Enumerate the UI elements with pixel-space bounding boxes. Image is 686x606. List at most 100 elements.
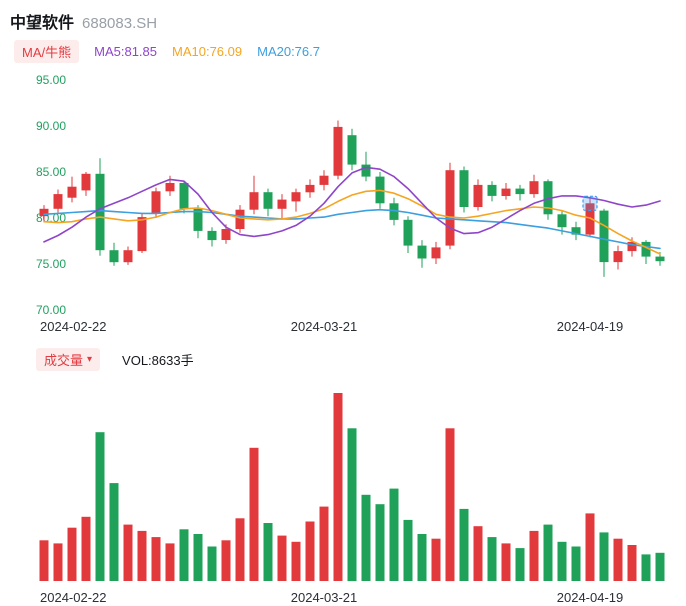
ma-mode-badge[interactable]: MA/牛熊 — [14, 40, 80, 63]
stock-name: 中望软件 — [10, 15, 75, 32]
candle[interactable] — [487, 181, 497, 202]
volume-bar — [445, 428, 455, 582]
volume-bar — [95, 432, 105, 581]
candle-body — [333, 126, 343, 176]
volume-bar — [487, 537, 497, 581]
ma10-value: MA10:76.09 — [172, 44, 243, 59]
volume-bar — [347, 428, 357, 582]
candle[interactable] — [543, 179, 553, 220]
candle[interactable] — [95, 158, 105, 256]
candle-body — [473, 184, 483, 207]
candle-body — [655, 256, 665, 262]
candle[interactable] — [319, 170, 329, 191]
volume-bar — [543, 524, 553, 581]
candle[interactable] — [515, 184, 525, 201]
candle[interactable] — [81, 172, 91, 196]
candle[interactable] — [291, 188, 301, 212]
candle-body — [501, 188, 511, 196]
volume-bar — [165, 543, 175, 581]
candle[interactable] — [333, 120, 343, 180]
candle[interactable] — [109, 242, 119, 266]
candle[interactable] — [123, 246, 133, 265]
candle-body — [557, 214, 567, 228]
volume-bar — [585, 513, 595, 581]
volume-bar — [361, 494, 371, 581]
x-axis-label: 2024-02-22 — [40, 319, 107, 334]
candle[interactable] — [641, 240, 651, 264]
y-axis-label: 90.00 — [36, 119, 66, 133]
volume-bar — [529, 530, 539, 581]
candle[interactable] — [67, 176, 77, 203]
candle[interactable] — [613, 245, 623, 270]
volume-bar — [403, 519, 413, 581]
volume-bar — [263, 523, 273, 581]
candle[interactable] — [249, 175, 259, 215]
ma20-value: MA20:76.7 — [257, 44, 320, 59]
candle[interactable] — [403, 216, 413, 253]
candle[interactable] — [445, 162, 455, 250]
volume-bar — [137, 530, 147, 581]
candle[interactable] — [459, 166, 469, 213]
x-axis-label: 2024-03-21 — [290, 319, 358, 334]
candle[interactable] — [53, 189, 63, 213]
candle-body — [529, 181, 539, 195]
candle[interactable] — [305, 179, 315, 198]
candle-body — [389, 203, 399, 220]
candle[interactable] — [473, 179, 483, 211]
candle[interactable] — [361, 151, 371, 182]
volume-bar — [249, 447, 259, 581]
chevron-down-icon: ▾ — [87, 353, 93, 365]
volume-bar — [39, 540, 49, 581]
volume-x-axis: 2024-02-22 2024-03-21 2024-04-19 — [0, 587, 686, 606]
volume-bar — [277, 535, 287, 581]
candle[interactable] — [235, 205, 245, 233]
volume-bar — [473, 526, 483, 581]
volume-bar — [613, 538, 623, 581]
candle[interactable] — [277, 194, 287, 218]
candle[interactable] — [389, 197, 399, 226]
selection-marker[interactable] — [582, 195, 598, 211]
volume-type-badge[interactable]: 成交量 ▾ — [36, 348, 101, 371]
volume-bar — [109, 483, 119, 581]
volume-bar — [515, 548, 525, 581]
candle-body — [39, 208, 49, 217]
candle[interactable] — [417, 240, 427, 268]
candle-body — [487, 184, 497, 196]
header: 中望软件 688083.SH — [0, 0, 686, 33]
volume-bar — [291, 541, 301, 581]
x-axis-label: 2024-04-19 — [556, 319, 624, 334]
volume-bar — [599, 532, 609, 581]
candle[interactable] — [599, 208, 609, 277]
volume-bar — [193, 534, 203, 581]
y-axis-label: 95.00 — [36, 73, 66, 87]
volume-chart[interactable] — [0, 377, 686, 587]
y-axis-label: 70.00 — [36, 303, 66, 316]
candle[interactable] — [207, 227, 217, 247]
candle-body — [193, 208, 203, 231]
candle[interactable] — [501, 183, 511, 200]
volume-bar — [431, 538, 441, 581]
stock-code: 688083.SH — [82, 15, 158, 32]
volume-bar — [375, 504, 385, 581]
candle[interactable] — [263, 188, 273, 217]
candle[interactable] — [193, 205, 203, 239]
candle-body — [123, 250, 133, 263]
volume-bar — [571, 546, 581, 581]
candle[interactable] — [347, 128, 357, 171]
y-axis-label: 75.00 — [36, 257, 66, 271]
volume-bar — [459, 508, 469, 581]
candle-body — [613, 251, 623, 263]
candle[interactable] — [571, 221, 581, 241]
candle-body — [165, 183, 175, 192]
candle-body — [67, 186, 77, 198]
candle-body — [305, 184, 315, 193]
candle[interactable] — [529, 174, 539, 198]
candle[interactable] — [39, 205, 49, 222]
candle-body — [235, 209, 245, 229]
candle[interactable] — [431, 241, 441, 264]
candle-body — [585, 203, 595, 235]
candle-body — [221, 229, 231, 240]
volume-bar — [151, 537, 161, 581]
